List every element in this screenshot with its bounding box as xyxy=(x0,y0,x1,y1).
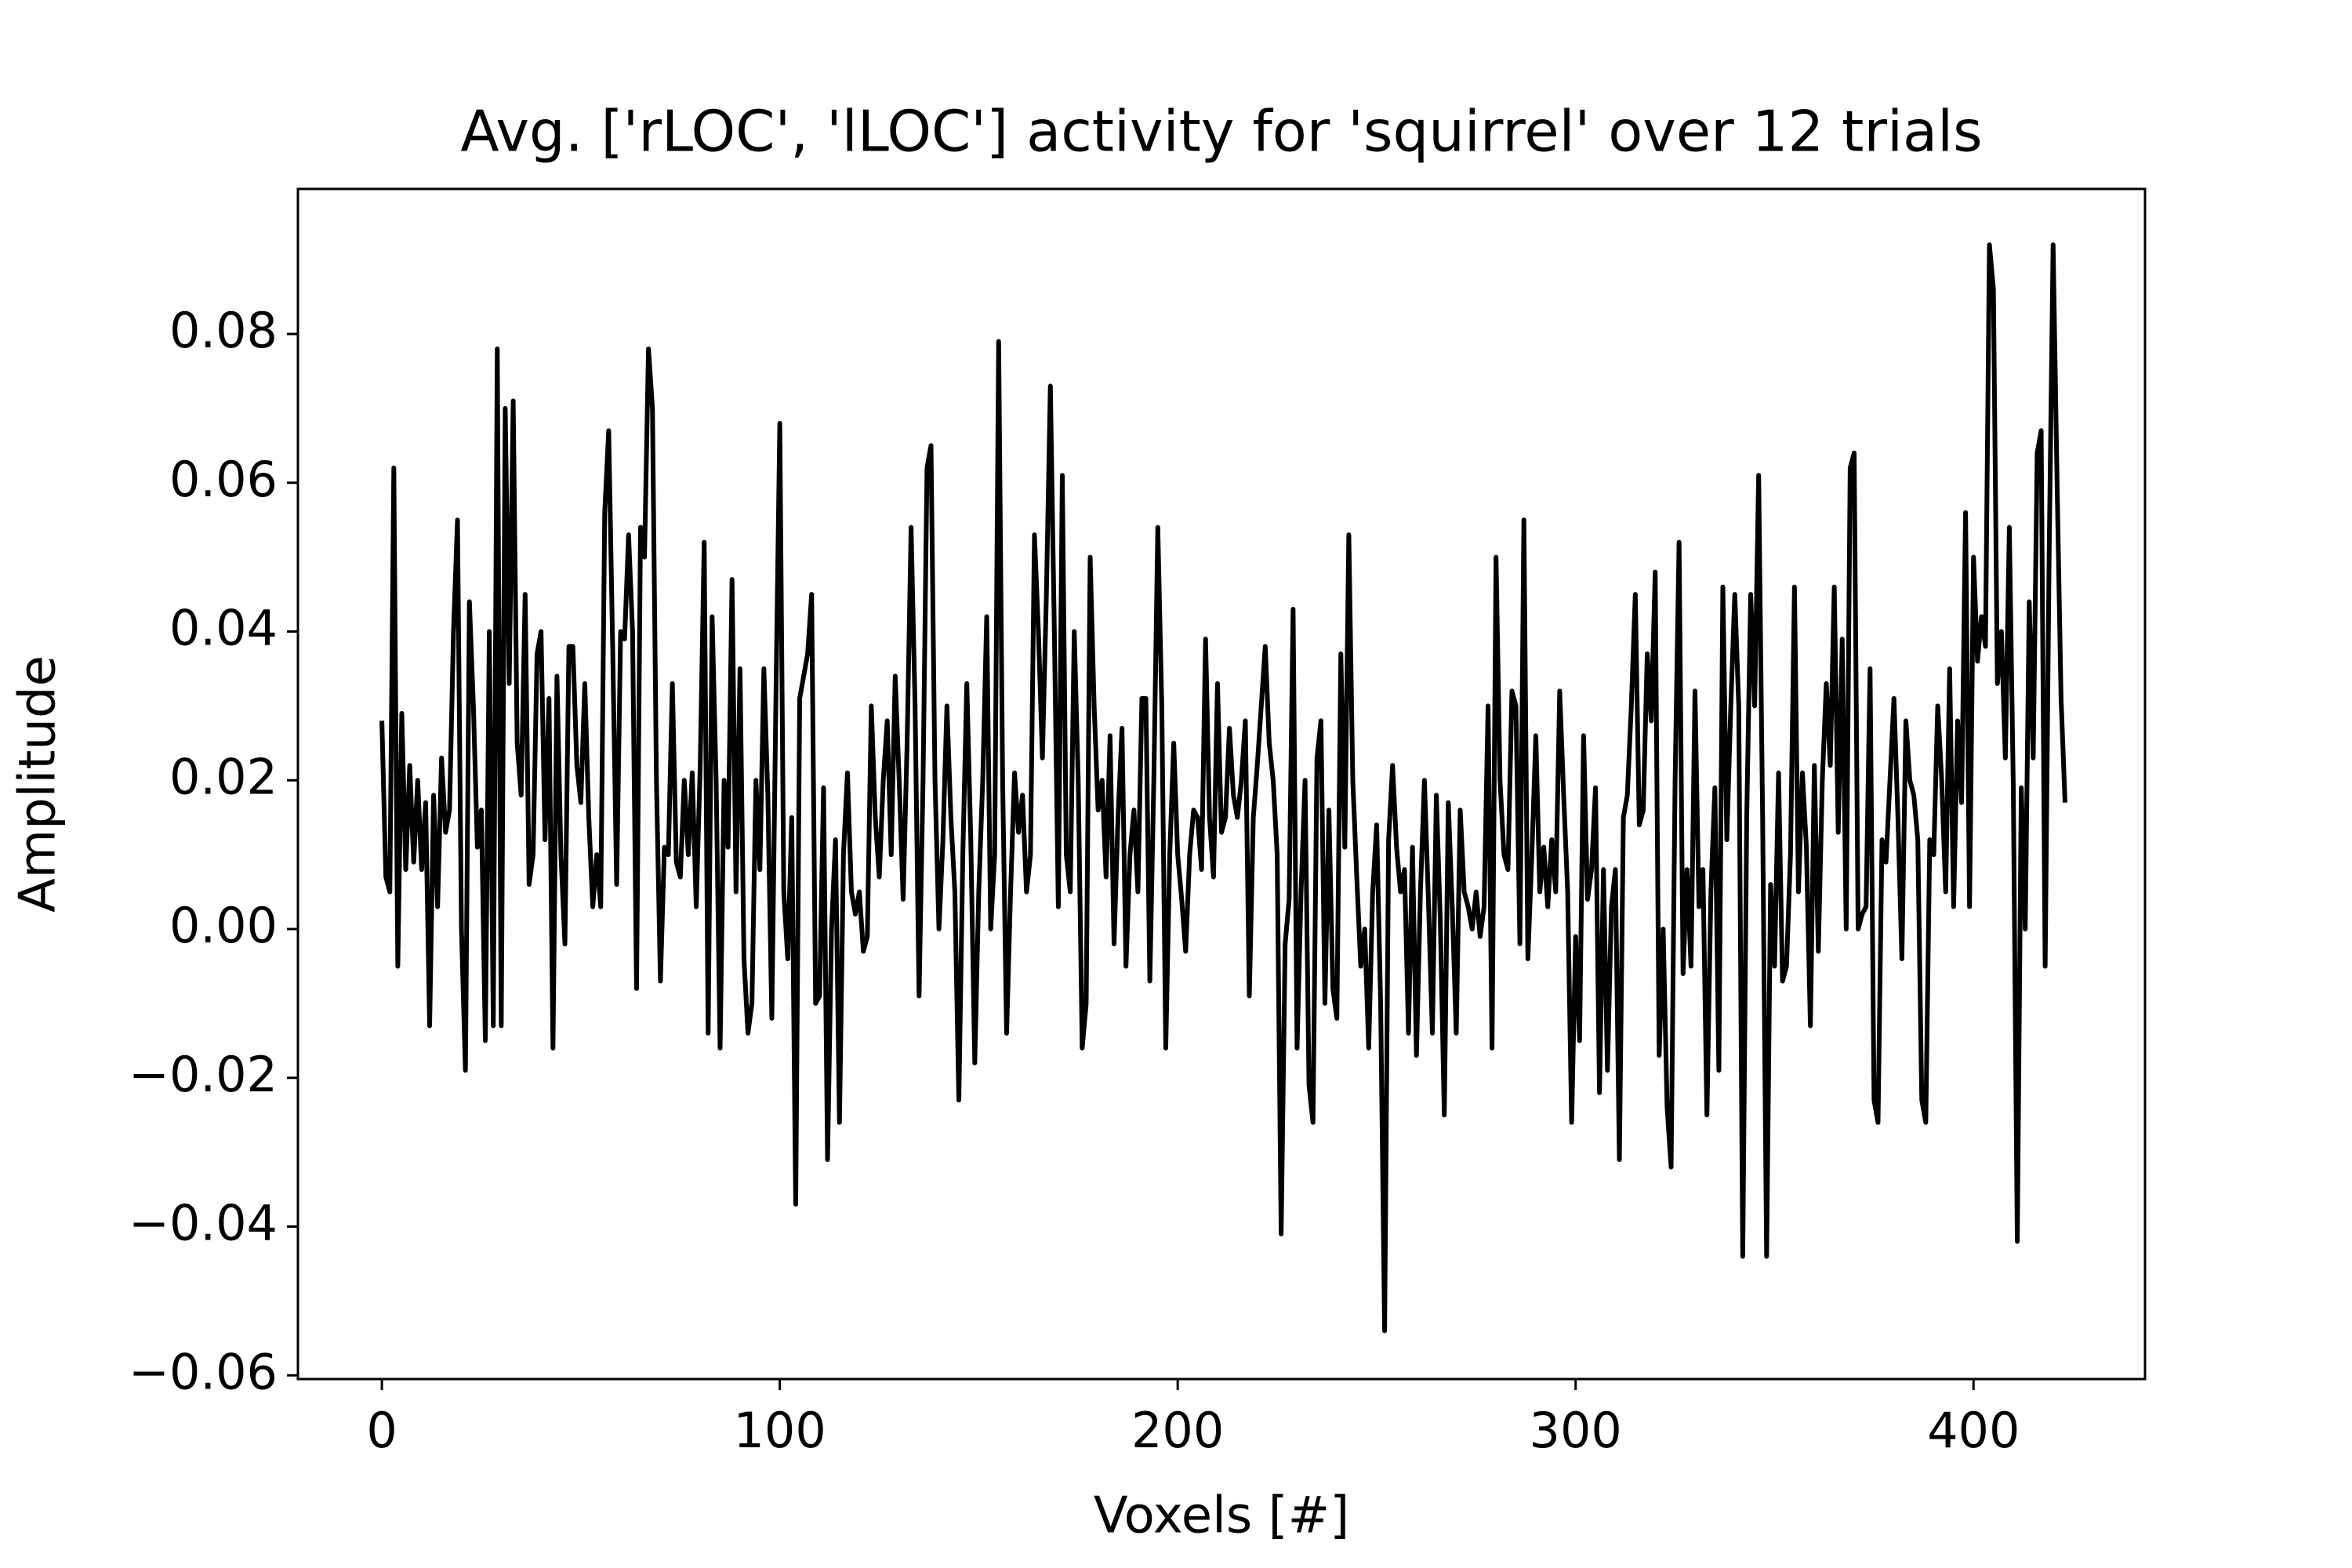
x-tick-label: 100 xyxy=(733,1402,826,1459)
y-tick-label: 0.02 xyxy=(169,748,278,805)
x-tick-label: 400 xyxy=(1927,1402,2020,1459)
y-axis-label: Amplitude xyxy=(9,655,67,913)
chart-title: Avg. ['rLOC', 'lLOC'] activity for 'squi… xyxy=(460,99,1982,165)
y-tick-label: 0.00 xyxy=(169,897,278,954)
data-line xyxy=(379,242,2067,1334)
y-tick-label: −0.02 xyxy=(129,1046,278,1103)
x-axis-label: Voxels [#] xyxy=(1094,1487,1349,1545)
x-tick-label: 0 xyxy=(366,1402,397,1459)
x-tick-label: 200 xyxy=(1131,1402,1224,1459)
y-tick-label: 0.06 xyxy=(169,451,278,508)
y-tick-label: −0.06 xyxy=(129,1343,278,1400)
y-tick-label: −0.04 xyxy=(129,1195,278,1252)
plot-frame xyxy=(296,187,2147,1381)
x-tick-label: 300 xyxy=(1530,1402,1622,1459)
y-tick-label: 0.08 xyxy=(169,302,278,359)
y-tick-label: 0.04 xyxy=(169,600,278,657)
